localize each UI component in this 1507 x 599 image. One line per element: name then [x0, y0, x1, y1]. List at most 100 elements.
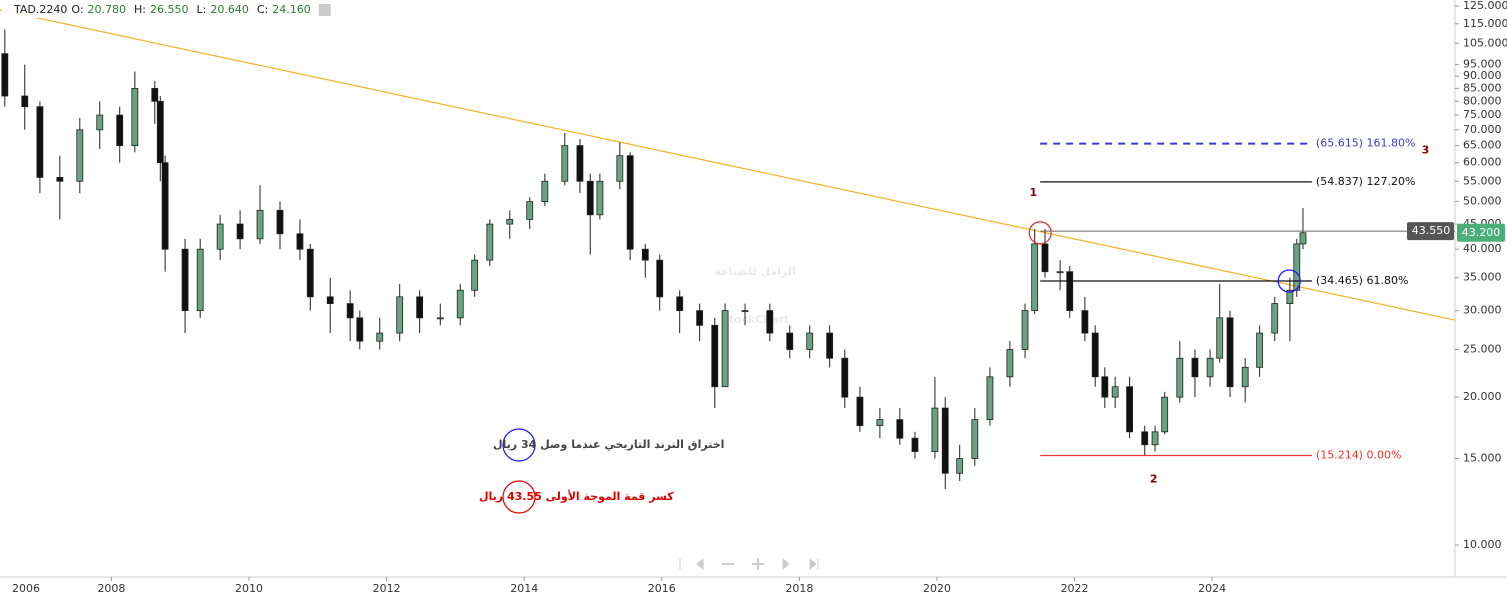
- candle-body: [806, 332, 814, 350]
- candle: [1299, 208, 1307, 250]
- candle-body: [841, 357, 849, 398]
- candle-body: [216, 223, 224, 250]
- candle: [541, 173, 549, 206]
- candle-body: [1056, 271, 1064, 274]
- y-tick-label: 20.000: [1463, 390, 1502, 403]
- candle: [986, 367, 994, 426]
- candle: [1151, 425, 1159, 452]
- header-item: L:: [197, 3, 207, 16]
- candle: [116, 106, 124, 163]
- candle: [416, 290, 424, 334]
- candle-body: [1041, 243, 1049, 273]
- nav-controls: [679, 557, 819, 571]
- candle: [896, 408, 904, 445]
- header-item: 24.160: [272, 3, 311, 16]
- candle-body: [1151, 431, 1159, 446]
- candle-body: [641, 248, 649, 261]
- candle: [786, 325, 794, 359]
- candle: [1041, 228, 1049, 278]
- header-item: TAD.2240: [13, 3, 67, 16]
- header-menu[interactable]: [318, 4, 331, 16]
- nav-end[interactable]: [809, 557, 819, 571]
- x-tick-label: 2022: [1061, 582, 1089, 595]
- y-tick-label: 40.000: [1463, 242, 1502, 255]
- candle: [161, 155, 169, 272]
- candle: [76, 117, 84, 194]
- candle: [156, 96, 164, 182]
- candle-body: [1031, 243, 1039, 312]
- price-tag: [1407, 222, 1454, 241]
- candle-body: [596, 180, 604, 216]
- candle-body: [1286, 289, 1294, 305]
- x-tick-label: 2010: [235, 582, 263, 595]
- nav-zoom-in[interactable]: [752, 558, 764, 570]
- candle-body: [436, 317, 444, 320]
- candle-body: [181, 248, 189, 312]
- candle: [396, 283, 404, 342]
- candle-body: [911, 437, 919, 452]
- candle-body: [1191, 357, 1199, 378]
- candle-body: [876, 419, 884, 427]
- candle-body: [1161, 396, 1169, 433]
- candle: [586, 173, 594, 255]
- candle: [181, 238, 189, 334]
- candle: [1206, 349, 1214, 387]
- candle: [1241, 358, 1249, 403]
- price-tag-label: 43.550: [1412, 224, 1451, 237]
- candle-body: [1241, 366, 1249, 388]
- candle-body: [1, 53, 9, 97]
- candle: [676, 290, 684, 334]
- y-tick-label: 50.000: [1463, 195, 1502, 208]
- candle-body: [941, 407, 949, 474]
- candle-body: [326, 296, 334, 305]
- candle-body: [21, 95, 29, 108]
- candle: [1286, 277, 1294, 342]
- candle-body: [1066, 271, 1074, 312]
- y-tick-label: 105.000: [1463, 36, 1507, 49]
- candle-body: [36, 106, 44, 178]
- candle-body: [161, 162, 169, 250]
- candle-body: [586, 180, 594, 216]
- x-tick-label: 2008: [97, 582, 125, 595]
- y-tick-label: 95.000: [1463, 58, 1502, 71]
- candle-body: [826, 332, 834, 359]
- price-tag: [1457, 223, 1505, 242]
- fib-label: (34.465) 61.80%: [1316, 274, 1409, 287]
- candle: [256, 185, 264, 244]
- candle: [131, 71, 139, 153]
- candle: [971, 408, 979, 466]
- candle: [841, 349, 849, 409]
- candle: [1161, 391, 1169, 435]
- candle: [346, 290, 354, 342]
- candle-body: [896, 419, 904, 439]
- y-tick-label: 90.000: [1463, 69, 1502, 82]
- candle-body: [711, 324, 719, 388]
- candle: [1293, 238, 1301, 297]
- candle-body: [786, 332, 794, 350]
- candle: [486, 219, 494, 266]
- candle: [626, 152, 634, 261]
- candle: [696, 303, 704, 342]
- candle-body: [506, 218, 514, 225]
- candle: [306, 243, 314, 311]
- candle: [876, 408, 884, 439]
- candle: [911, 431, 919, 459]
- candle: [766, 303, 774, 342]
- wave-label: 2: [1150, 472, 1158, 485]
- candle: [216, 214, 224, 261]
- candle-body: [696, 310, 704, 326]
- candle-body: [1299, 232, 1307, 245]
- candle-body: [1141, 431, 1149, 446]
- candle: [741, 303, 749, 326]
- nav-right[interactable]: [782, 557, 790, 571]
- candle-body: [151, 87, 159, 102]
- candle-body: [236, 223, 244, 240]
- candle-body: [356, 317, 364, 342]
- candle: [616, 142, 624, 190]
- nav-left[interactable]: [696, 557, 704, 571]
- y-tick-label: 125.000: [1463, 0, 1507, 12]
- candle: [656, 254, 664, 311]
- candle-body: [486, 223, 494, 261]
